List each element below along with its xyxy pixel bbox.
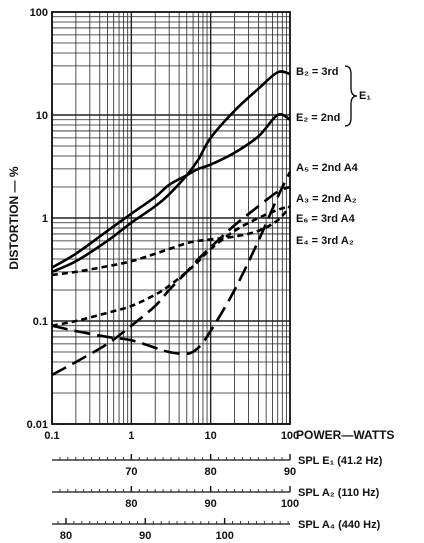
y-tick-label: 0.01 [27,419,48,431]
x-tick-label: 0.1 [44,430,59,442]
grid [51,12,290,425]
series-line-5 [51,205,292,277]
series-label: B₂ = 3rd [296,66,339,78]
spl-tick-label: 90 [139,530,151,542]
spl-tick-label: 80 [125,498,137,510]
spl-tick-label: 70 [125,466,137,478]
spl-scale-label: SPL E₁ (41.2 Hz) [298,455,383,467]
x-tick-label: 100 [281,430,299,442]
plot-frame [51,11,291,425]
x-axis-label: POWER—WATTS [296,428,394,442]
series-label: E₄ = 3rd A₂ [296,235,354,247]
series-line-2 [51,113,291,269]
spl-scale-label: SPL A₄ (440 Hz) [298,519,381,531]
spl-tick-label: 80 [205,466,217,478]
series-line-3 [51,171,292,356]
series-label: E₂ = 2nd [296,112,340,124]
y-axis-label: DISTORTION — % [7,166,21,269]
series-line-4 [51,185,291,377]
y-tick-label: 100 [30,7,48,19]
spl-scale-label: SPL A₂ (110 Hz) [298,487,380,499]
y-tick-label: 1 [42,213,48,225]
series-bracket [344,65,358,127]
series-label: A₅ = 2nd A4 [296,162,359,174]
spl-tick-label: 90 [205,498,217,510]
y-tick-label: 0.1 [33,316,48,328]
spl-tick-label: 100 [215,530,233,542]
x-tick-label: 10 [205,430,217,442]
series-group-label: E₁ [359,90,371,102]
series-line-1 [51,70,291,274]
series-label: E₆ = 3rd A4 [296,213,356,225]
series-label: A₃ = 2nd A₂ [296,193,357,205]
x-tick-label: 1 [128,430,134,442]
series-line-6 [51,205,291,327]
spl-tick-label: 100 [281,498,299,510]
spl-tick-label: 90 [284,466,296,478]
spl-tick-label: 80 [60,530,72,542]
y-tick-label: 10 [36,110,48,122]
